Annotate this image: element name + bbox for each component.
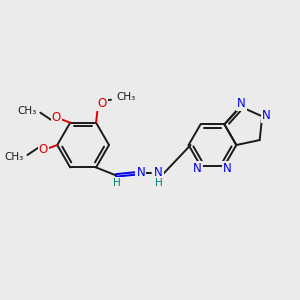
Text: CH₃: CH₃ [17,106,36,116]
Text: CH₃: CH₃ [4,152,23,162]
Text: N: N [193,162,202,175]
Text: CH₃: CH₃ [116,92,135,102]
Text: O: O [39,143,48,157]
Text: H: H [113,178,121,188]
Text: N: N [136,166,145,179]
Text: N: N [154,166,163,179]
Text: H: H [155,178,163,188]
Text: O: O [98,97,107,110]
Text: N: N [223,162,232,175]
Text: N: N [262,109,271,122]
Text: O: O [52,111,61,124]
Text: N: N [237,97,246,110]
